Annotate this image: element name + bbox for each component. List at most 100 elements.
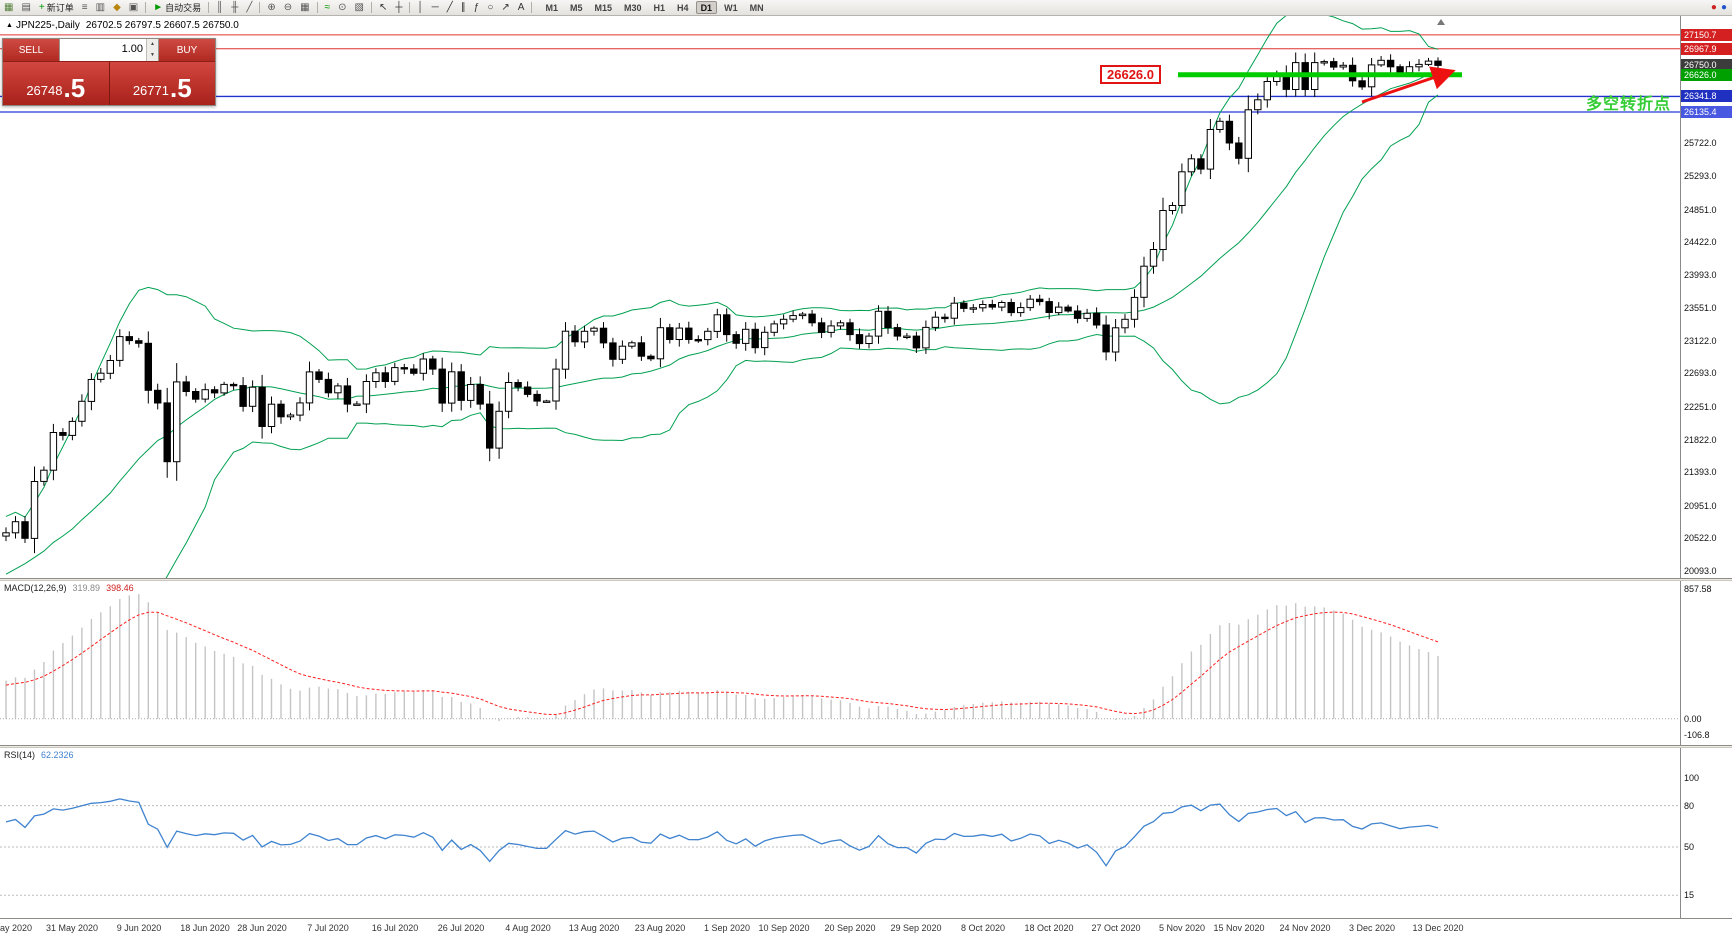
rsi-name: RSI(14) [4, 750, 36, 760]
candlestick-icon[interactable]: ╫ [228, 1, 241, 15]
scale-label: 50 [1684, 842, 1695, 852]
arrows-icon[interactable]: ↗ [498, 1, 512, 15]
time-axis-label: 9 Jun 2020 [116, 923, 162, 933]
timeframe-m15-button[interactable]: M15 [594, 3, 613, 13]
alerts-icon[interactable]: ● [1710, 1, 1717, 13]
scale-label: 23551.0 [1684, 303, 1717, 314]
price-marker: 26135.4 [1681, 106, 1732, 119]
macd-name: MACD(12,26,9) [4, 583, 67, 593]
profiles-icon[interactable]: ▤ [18, 1, 33, 15]
time-axis-label: 8 Oct 2020 [960, 923, 1006, 933]
toolbar-separator [145, 2, 147, 13]
buy-price-button[interactable]: 26771 .5 [109, 62, 215, 105]
autotrading-button[interactable]: ► 自动交易 [150, 1, 204, 15]
time-axis-label: 13 Aug 2020 [568, 923, 620, 933]
timeframe-w1-button[interactable]: W1 [724, 3, 738, 13]
shapes-icon[interactable]: ○ [484, 1, 496, 15]
terminal-icon[interactable]: ▣ [126, 1, 141, 15]
bar-chart-icon[interactable]: ║ [213, 1, 226, 15]
panel-separator[interactable] [0, 745, 1732, 748]
volume-value: 1.00 [121, 43, 143, 55]
scale-label: 15 [1684, 890, 1695, 901]
main-price-chart[interactable] [0, 16, 1680, 578]
volume-down-button[interactable]: ▼ [147, 50, 158, 61]
time-axis-label: 15 Nov 2020 [1213, 923, 1265, 933]
toolbar-separator [409, 2, 411, 13]
buy-price-frac: .5 [169, 73, 192, 103]
rsi-indicator-chart[interactable] [0, 748, 1680, 918]
timeframe-m30-button[interactable]: M30 [624, 3, 642, 13]
timeframe-m5-button[interactable]: M5 [569, 3, 583, 13]
marketwatch-icon: ≡ [81, 1, 88, 13]
tile-windows-icon[interactable]: ▦ [297, 1, 312, 15]
toolbar: ▦ ▤ + 新订单 ≡ ▥ ◆ ▣ ► 自动交易 ║ ╫ ╱ ⊕ ⊖ ▦ ≈ ⊙ ▧ ↖ ┼ │ ─ ╱ ∥ ƒ ○ ↗ A M1 M5 M… [0, 0, 1732, 16]
scale-label: 857.58 [1684, 584, 1712, 594]
scale-label: 22693.0 [1684, 368, 1717, 379]
buy-button[interactable]: BUY [159, 39, 215, 61]
macd-indicator-chart[interactable] [0, 581, 1680, 745]
price-marker: 26626.0 [1681, 68, 1732, 81]
zoom-out-icon[interactable]: ⊖ [281, 1, 295, 15]
time-axis-label: 5 Nov 2020 [1158, 923, 1206, 933]
scale-label: 25722.0 [1684, 138, 1717, 149]
crosshair-icon[interactable]: ┼ [392, 1, 405, 15]
trendline-icon[interactable]: ╱ [444, 1, 456, 15]
volume-up-button[interactable]: ▲ [147, 39, 158, 50]
toolbar-icons: ▦ ▤ + 新订单 ≡ ▥ ◆ ▣ ► 自动交易 ║ ╫ ╱ ⊕ ⊖ ▦ ≈ ⊙ ▧ ↖ ┼ │ ─ ╱ ∥ ƒ ○ ↗ A [0, 1, 535, 15]
timeframe-m1-button[interactable]: M1 [545, 3, 558, 13]
templates-icon[interactable]: ▧ [351, 1, 366, 15]
new-order-button: + [38, 1, 45, 13]
pivot-annotation-text: 多空转折点 [1586, 96, 1672, 113]
candlestick-icon: ╫ [231, 1, 239, 13]
toolbar-right-icons: ● ● [1711, 2, 1732, 14]
time-axis-label: 29 Sep 2020 [890, 923, 942, 933]
new-chart-icon: ▦ [4, 1, 14, 13]
text-icon: A [517, 1, 525, 13]
price-level-label[interactable]: 26626.0 [1100, 65, 1161, 84]
scale-label: -106.8 [1684, 730, 1710, 740]
line-chart-icon[interactable]: ╱ [243, 1, 255, 15]
time-axis-label: 16 Jul 2020 [371, 923, 419, 933]
navigator-icon: ◆ [113, 1, 121, 13]
timeframe-h1-button[interactable]: H1 [653, 3, 666, 13]
cursor-icon[interactable]: ↖ [376, 1, 390, 15]
zoom-in-icon[interactable]: ⊕ [264, 1, 278, 15]
periods-icon: ⊙ [338, 1, 347, 13]
scale-label: 25293.0 [1684, 171, 1717, 182]
new-chart-icon[interactable]: ▦ [1, 1, 16, 15]
templates-icon: ▧ [354, 1, 364, 13]
timeframe-h4-button[interactable]: H4 [677, 3, 689, 13]
time-axis-label: 31 May 2020 [45, 923, 99, 933]
autotrading-button-label: 自动交易 [165, 3, 202, 13]
channel-icon[interactable]: ∥ [458, 1, 469, 15]
indicators-icon: ≈ [324, 1, 331, 13]
time-axis[interactable]: 21 May 2020 31 May 2020 9 Jun 2020 18 Jun 2… [0, 918, 1732, 939]
volume-input[interactable]: 1.00 ▲ ▼ [59, 39, 159, 61]
fibonacci-icon[interactable]: ƒ [471, 1, 483, 15]
periods-icon[interactable]: ⊙ [335, 1, 349, 15]
price-scale[interactable]: 25722.0 25293.0 24851.0 24422.0 23993.0 23551… [1680, 16, 1732, 918]
scale-label: 20522.0 [1684, 533, 1717, 544]
sell-price-button[interactable]: 26748 .5 [3, 62, 110, 105]
text-icon[interactable]: A [515, 1, 528, 15]
community-icon[interactable]: ● [1720, 1, 1727, 13]
timeframe-d1-button[interactable]: D1 [695, 1, 718, 14]
timeframe-mn-button[interactable]: MN [749, 3, 764, 13]
sell-button[interactable]: SELL [3, 39, 59, 61]
timeframe-toolbar: M1 M5 M15 M30 H1 H4 D1 W1 MN [539, 1, 769, 14]
collapse-triangle-icon[interactable]: ▲ [6, 22, 13, 29]
marketwatch-icon[interactable]: ≡ [79, 1, 91, 15]
horizontal-line-icon[interactable]: ─ [429, 1, 442, 15]
indicators-icon[interactable]: ≈ [322, 1, 334, 15]
data-window-icon[interactable]: ▥ [93, 1, 108, 15]
new-order-button[interactable]: + 新订单 [36, 1, 77, 15]
time-axis-label: 21 May 2020 [0, 923, 33, 933]
vertical-line-icon[interactable]: │ [414, 1, 426, 15]
fibonacci-icon: ƒ [473, 1, 480, 13]
scale-label: 23122.0 [1684, 335, 1717, 346]
time-axis-label: 4 Aug 2020 [505, 923, 551, 933]
panel-separator[interactable] [0, 578, 1732, 581]
navigator-icon[interactable]: ◆ [110, 1, 124, 15]
time-axis-label: 26 Jul 2020 [437, 923, 485, 933]
